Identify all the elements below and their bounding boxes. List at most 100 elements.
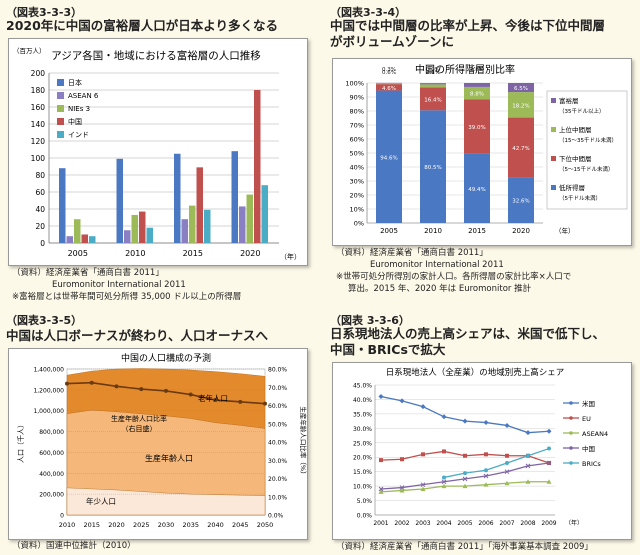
y-tick-label: 40 xyxy=(35,205,45,214)
data-label: 49.4% xyxy=(468,187,485,193)
bar-日本-2020 xyxy=(231,151,238,243)
x-tick-label: 2010 xyxy=(125,249,145,258)
legend-label: 富裕層 xyxy=(559,96,579,105)
data-label: 4.6% xyxy=(382,86,396,92)
x-tick-label: 2010 xyxy=(424,227,442,235)
point-ASEAN4 xyxy=(483,482,489,487)
fig-label: （図表3-3-5） xyxy=(6,314,83,327)
y-tick-label-right: 50.0% xyxy=(268,421,287,428)
y-tick-label-right: 0.0% xyxy=(268,513,284,520)
bar-低所得層-2005 xyxy=(376,90,402,223)
x-tick-label: 2005 xyxy=(380,227,398,235)
point-中国 xyxy=(399,485,405,490)
bar-インド-2015 xyxy=(204,209,211,243)
fig-title: 中国は人口ボーナスが終わり、人口オーナスへ xyxy=(6,328,269,343)
y-tick-label: 40.0% xyxy=(353,397,372,404)
point-BRICs xyxy=(484,468,488,473)
fig-label: （図表3-3-4） xyxy=(330,6,407,19)
chart-1-frame: アジア各国・地域における富裕層の人口推移 （百万人） （年） 0 20 40 60 80 100… xyxy=(8,38,308,266)
y-unit: （百万人） xyxy=(13,47,46,55)
area-label: 老年人口 xyxy=(198,393,228,403)
line-米国 xyxy=(380,395,550,434)
y-tick-label-left: 200,000 xyxy=(39,492,64,499)
data-label: 0.6% xyxy=(382,70,396,76)
point-ASEAN4 xyxy=(420,486,426,491)
point-米国 xyxy=(441,414,447,420)
source: （資料）経済産業省「通商白書 2011」「海外事業基本調査 2009」 xyxy=(336,542,593,552)
line-BRICs xyxy=(443,447,550,479)
y-tick-label: 0% xyxy=(354,220,364,228)
footnote: ※富裕層とは世帯年間可処分所得 35,000 ドル以上の所得層 xyxy=(12,292,242,302)
x-tick-label: 2020 xyxy=(512,227,530,235)
bar-低所得層-2010 xyxy=(420,110,446,223)
x-tick-label: 2015 xyxy=(83,521,100,529)
ratio-point xyxy=(188,392,193,397)
legend-label: NIEs 3 xyxy=(68,105,90,113)
legend-swatch-インド xyxy=(57,131,64,138)
y-tick-label: 200 xyxy=(31,69,46,78)
point-ASEAN4 xyxy=(504,480,510,486)
bar-日本-2005 xyxy=(59,168,66,243)
y-axis-title-left: 人口（千人） xyxy=(16,421,25,463)
point-EU xyxy=(484,452,488,457)
data-label: 80.5% xyxy=(424,165,441,171)
footnote-2: 算出。2015 年、2020 年は Euromonitor 推計 xyxy=(348,284,532,294)
x-unit: （年） xyxy=(280,252,301,261)
y-tick-label: 90% xyxy=(350,94,364,102)
x-unit: （年） xyxy=(565,519,583,527)
legend-swatch-ASEAN 6 xyxy=(57,92,64,99)
x-tick-label: 2025 xyxy=(133,521,150,529)
x-tick-label: 2006 xyxy=(478,520,493,527)
area-年少人口 xyxy=(66,487,266,516)
legend-label: ASEAN4 xyxy=(582,430,608,438)
data-label: 32.6% xyxy=(512,199,529,205)
y-tick-label-right: 30.0% xyxy=(268,458,287,465)
point-中国 xyxy=(546,460,552,466)
point-中国 xyxy=(441,479,447,485)
area-label: 生産年齢人口比率 xyxy=(111,414,167,423)
y-tick-label: 50% xyxy=(350,150,364,158)
y-tick-label: 45.0% xyxy=(353,383,372,390)
chart-title: 中国の人口構成の予測 xyxy=(121,352,211,364)
legend-marker-中国 xyxy=(569,446,573,450)
y-axis-title-right: 生産年齢人口比率（%） xyxy=(299,406,307,477)
source: （資料）経済産業省「通商白書 2011」 xyxy=(12,268,164,278)
legend-label: 下位中間層 xyxy=(559,154,592,163)
fig-title-line2: 中国・BRICsで拡大 xyxy=(330,342,446,357)
y-tick-label: 80 xyxy=(35,171,45,180)
legend-swatch-上位中間層 xyxy=(551,127,556,132)
data-label: 6.5% xyxy=(514,86,528,92)
data-label: 16.4% xyxy=(424,97,441,103)
x-tick-label: 2015 xyxy=(183,249,203,258)
y-tick-label: 30% xyxy=(350,178,364,186)
data-label: 18.2% xyxy=(512,103,529,109)
y-tick-label: 80% xyxy=(350,108,364,116)
bar-インド-2005 xyxy=(89,236,96,243)
legend-box xyxy=(546,90,628,210)
point-EU xyxy=(463,453,467,458)
chart-1: アジア各国・地域における富裕層の人口推移 （百万人） （年） 0 20 40 60 80 100… xyxy=(13,47,301,261)
legend-label: 低所得層 xyxy=(559,183,585,192)
x-unit: （年） xyxy=(555,226,575,235)
bar-NIEs 3-2005 xyxy=(74,219,81,243)
legend-label: 日本 xyxy=(68,78,82,87)
x-tick-label: 2015 xyxy=(468,227,486,235)
y-tick-label: 35.0% xyxy=(353,411,372,418)
bar-中国-2015 xyxy=(196,167,203,243)
y-tick-label: 140 xyxy=(31,120,46,129)
y-tick-label-left: 400,000 xyxy=(39,471,64,478)
area-label: 生産年齢人口 xyxy=(145,453,193,463)
legend-marker-ASEAN4 xyxy=(569,431,573,435)
y-tick-label: 40% xyxy=(350,164,364,172)
source-2: Euromonitor International 2011 xyxy=(52,280,186,290)
legend-swatch-中国 xyxy=(57,118,64,125)
chart-4: 日系現地法人（全産業）の地域別売上高シェア 0.0% 5.0% 10.0% 15.0% 2… xyxy=(353,367,608,527)
ratio-point xyxy=(65,381,69,386)
point-EU xyxy=(421,452,425,457)
point-ASEAN4 xyxy=(546,479,552,484)
fig-title: 2020年に中国の富裕層人口が日本より多くなる xyxy=(6,18,279,33)
x-tick-label: 2004 xyxy=(436,520,451,527)
legend-label: 中国 xyxy=(582,444,595,453)
bar-ASEAN 6-2005 xyxy=(66,236,73,243)
point-ASEAN4 xyxy=(399,487,405,493)
